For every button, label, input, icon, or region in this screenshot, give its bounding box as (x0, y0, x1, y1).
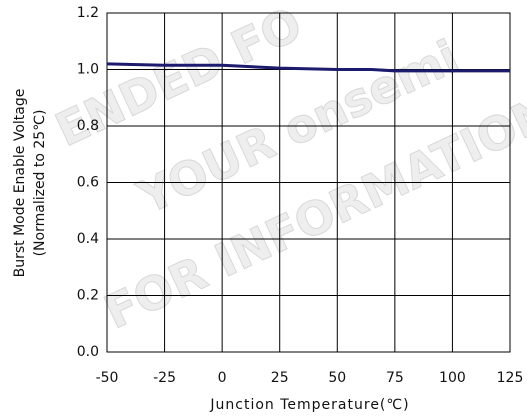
plot-border (106, 12, 511, 353)
y-tick-label: 1.2 (77, 5, 99, 21)
line (106, 62, 510, 73)
x-axis-label: Junction Temperature(℃) (209, 397, 409, 413)
y-tick-label: 0.0 (77, 344, 99, 360)
y-axis-label: Burst Mode Enable Voltage (12, 89, 28, 278)
x-tick-label: -50 (96, 370, 119, 386)
x-tick-label: 100 (439, 370, 466, 386)
y-tick-label: 0.4 (77, 231, 99, 247)
x-tick-label: 25 (271, 370, 289, 386)
y-tick-label: 0.8 (77, 118, 99, 134)
x-tick-label: 75 (386, 370, 404, 386)
x-tick-label: -25 (153, 370, 176, 386)
x-tick-label: 125 (497, 370, 524, 386)
y-tick-label: 1.0 (77, 62, 99, 78)
y-tick-label: 0.2 (77, 288, 99, 304)
x-tick-label: 50 (328, 370, 346, 386)
y-axis-label: (Normalized to 25℃) (32, 110, 48, 257)
y-tick-label: 0.6 (77, 175, 99, 191)
x-tick-label: 0 (218, 370, 227, 386)
